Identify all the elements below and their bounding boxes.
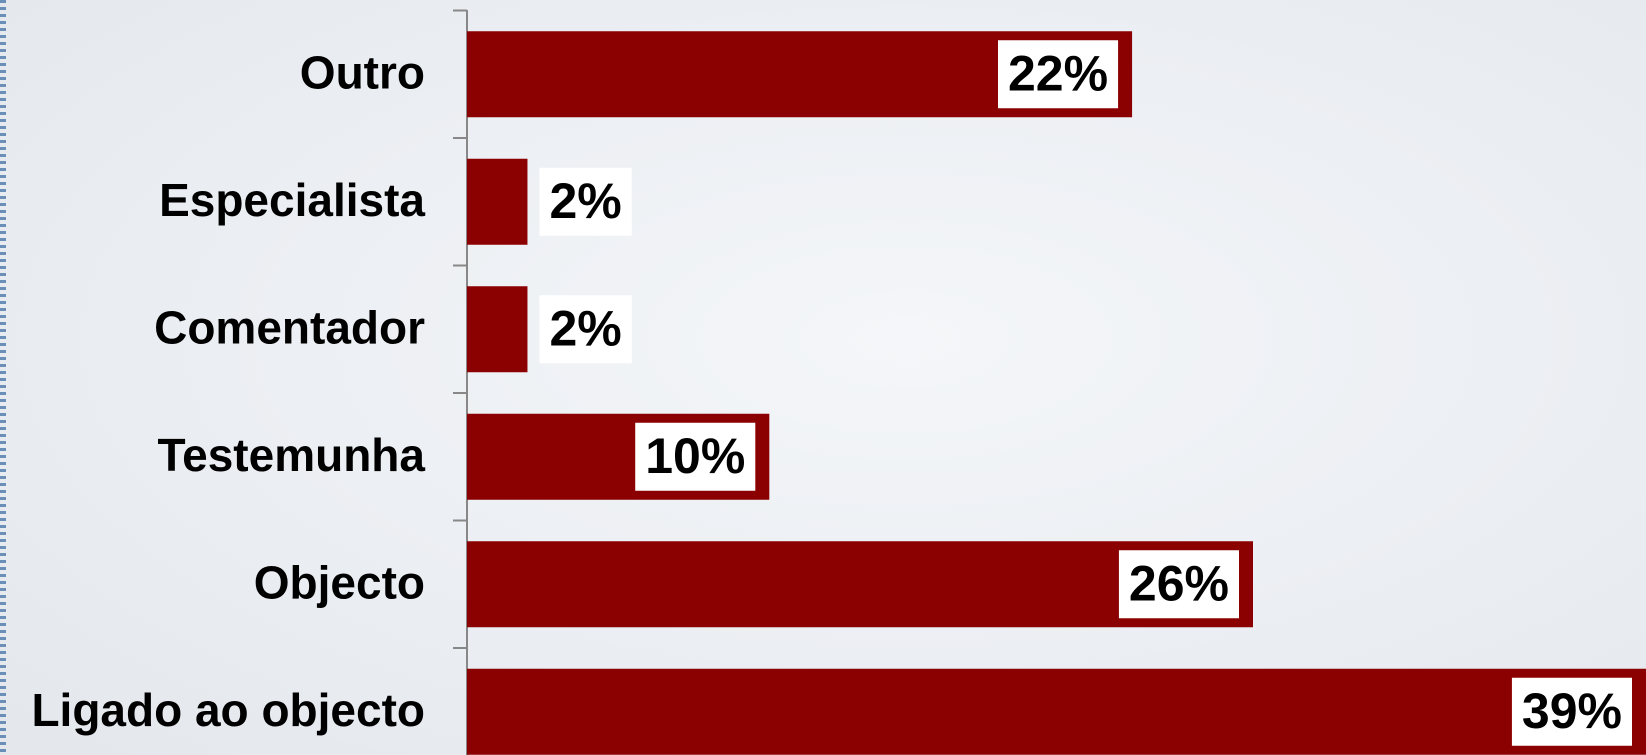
value-label-box	[635, 422, 756, 491]
value-label-box	[997, 40, 1119, 109]
category-label: Outro	[300, 46, 425, 98]
value-label-box	[539, 167, 632, 236]
category-label: Ligado ao objecto	[31, 684, 425, 736]
value-label-box	[1511, 677, 1632, 746]
value-label: 26%	[1129, 555, 1229, 611]
value-label: 2%	[549, 300, 621, 356]
bar	[467, 286, 528, 373]
value-label-box	[1118, 550, 1239, 619]
category-label: Comentador	[154, 301, 425, 353]
value-label: 22%	[1008, 45, 1108, 101]
category-label: Especialista	[159, 174, 425, 226]
value-label: 2%	[549, 173, 621, 229]
category-label: Objecto	[254, 556, 425, 608]
bar	[467, 158, 528, 245]
value-label: 10%	[645, 428, 745, 484]
bar	[467, 668, 1646, 755]
value-label: 39%	[1522, 683, 1622, 739]
value-label-box	[539, 295, 632, 364]
category-label: Testemunha	[157, 429, 425, 481]
